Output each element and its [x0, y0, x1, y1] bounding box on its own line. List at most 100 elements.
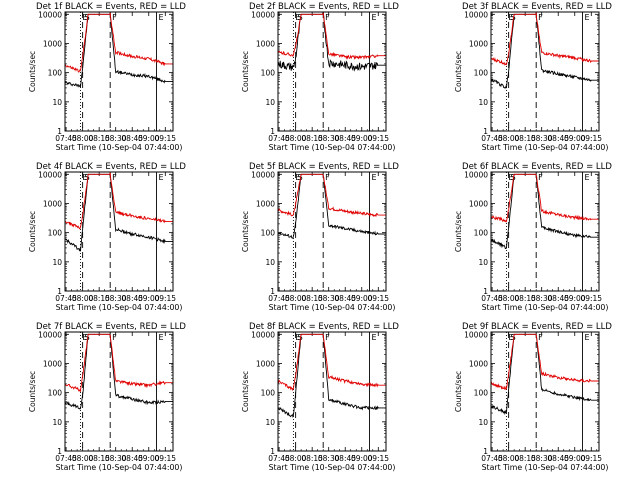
x-tick-label: 08:15: [301, 134, 323, 143]
x-tick-label: 09:15: [154, 294, 176, 303]
x-tick-label: 09:00: [138, 134, 160, 143]
y-tick-label: 100: [474, 229, 489, 238]
x-tick-label: 08:30: [531, 454, 553, 463]
x-tick-label: 08:45: [334, 294, 356, 303]
x-tick-label: 08:00: [498, 454, 520, 463]
detector-plot: Det 6f BLACK = Events, RED = LLD 1 10 100 10…: [454, 162, 612, 312]
series-line-lld: [278, 173, 386, 218]
x-tick-label: 07:45: [481, 294, 503, 303]
detector-plot: Det 8f BLACK = Events, RED = LLD 1 10 100 10…: [241, 322, 399, 472]
marker-label: F: [538, 13, 543, 22]
x-tick-label: 08:15: [514, 134, 536, 143]
y-axis-label: Counts/sec: [454, 371, 463, 412]
x-tick-label: 08:45: [547, 454, 569, 463]
x-tick-label: 09:15: [154, 454, 176, 463]
y-axis-label: Counts/sec: [241, 51, 250, 92]
series-line-events: [278, 12, 386, 72]
y-tick-label: 1: [57, 447, 62, 456]
plot-frame: [490, 171, 600, 292]
y-tick-label: 10: [478, 98, 488, 107]
y-tick-label: 10000: [464, 10, 488, 19]
marker-label: E: [584, 333, 589, 342]
y-axis-label: Counts/sec: [241, 211, 250, 252]
y-tick-label: 1000: [256, 199, 275, 208]
x-tick-label: 08:15: [88, 454, 110, 463]
y-tick-label: 1000: [43, 359, 62, 368]
marker-label: F: [112, 13, 117, 22]
plot-frame: [277, 11, 387, 132]
x-tick-label: 08:15: [301, 454, 323, 463]
marker-label: F: [325, 173, 330, 182]
plot-title: Det 3f BLACK = Events, RED = LLD: [462, 2, 612, 12]
x-tick-label: 09:00: [564, 134, 586, 143]
plot-title: Det 5f BLACK = Events, RED = LLD: [249, 162, 399, 172]
y-tick-label: 10000: [38, 170, 62, 179]
y-tick-label: 10: [52, 258, 62, 267]
y-tick-label: 1000: [469, 39, 488, 48]
marker-label: E: [82, 333, 87, 342]
y-axis-label: Counts/sec: [28, 211, 37, 252]
y-tick-label: 1: [483, 447, 488, 456]
series-line-events: [491, 333, 599, 416]
y-tick-label: 100: [48, 229, 63, 238]
x-tick-label: 08:15: [514, 454, 536, 463]
detector-plot: Det 7f BLACK = Events, RED = LLD 1 10 100 10…: [28, 322, 186, 472]
y-tick-label: 10000: [464, 330, 488, 339]
series-line-lld: [491, 12, 599, 66]
x-tick-label: 09:00: [138, 294, 160, 303]
y-tick-label: 1000: [43, 39, 62, 48]
plot-frame: [277, 331, 387, 452]
x-tick-label: 08:15: [301, 294, 323, 303]
x-tick-label: 07:45: [481, 134, 503, 143]
y-tick-label: 10: [478, 418, 488, 427]
y-axis-label: Counts/sec: [454, 51, 463, 92]
x-tick-label: 09:15: [580, 294, 602, 303]
series-line-lld: [65, 12, 173, 73]
marker-label: S: [298, 13, 303, 22]
y-tick-label: 100: [48, 69, 63, 78]
x-tick-label: 08:45: [121, 294, 143, 303]
y-tick-label: 1000: [256, 359, 275, 368]
x-tick-label: 07:45: [268, 454, 290, 463]
y-tick-label: 1: [270, 447, 275, 456]
marker-label: E: [295, 13, 300, 22]
plot-title: Det 2f BLACK = Events, RED = LLD: [249, 2, 399, 12]
plot-title: Det 1f BLACK = Events, RED = LLD: [36, 2, 186, 12]
y-tick-label: 1: [57, 287, 62, 296]
y-tick-label: 100: [474, 69, 489, 78]
x-tick-label: 08:00: [72, 134, 94, 143]
plot-title: Det 4f BLACK = Events, RED = LLD: [36, 162, 186, 172]
x-tick-label: 09:00: [564, 294, 586, 303]
plot-frame: [64, 171, 174, 292]
y-tick-label: 100: [261, 389, 276, 398]
marker-label: S: [85, 333, 90, 342]
x-tick-label: 08:00: [498, 134, 520, 143]
series-line-lld: [65, 172, 173, 230]
x-axis-label: Start Time (10-Sep-04 07:44:00): [482, 303, 609, 312]
series-line-events: [65, 333, 173, 410]
y-tick-label: 10: [52, 98, 62, 107]
x-tick-label: 08:45: [121, 134, 143, 143]
series-line-events: [491, 12, 599, 89]
y-tick-label: 10000: [38, 10, 62, 19]
y-axis-label: Counts/sec: [28, 51, 37, 92]
series-line-events: [65, 173, 173, 252]
x-tick-label: 09:00: [351, 454, 373, 463]
plot-frame: [277, 171, 387, 292]
x-tick-label: 08:30: [105, 134, 127, 143]
x-tick-label: 07:45: [268, 134, 290, 143]
x-axis-label: Start Time (10-Sep-04 07:44:00): [482, 463, 609, 472]
marker-label: E: [158, 173, 163, 182]
plot-title: Det 9f BLACK = Events, RED = LLD: [462, 322, 612, 332]
x-tick-label: 07:45: [55, 454, 77, 463]
x-tick-label: 08:00: [72, 294, 94, 303]
plot-title: Det 6f BLACK = Events, RED = LLD: [462, 162, 612, 172]
series-line-events: [65, 12, 173, 88]
x-tick-label: 08:00: [285, 454, 307, 463]
detector-plot: Det 3f BLACK = Events, RED = LLD 1 10 100 10…: [454, 2, 612, 152]
marker-label: F: [538, 173, 543, 182]
series-line-events: [491, 173, 599, 249]
x-tick-label: 08:30: [318, 454, 340, 463]
